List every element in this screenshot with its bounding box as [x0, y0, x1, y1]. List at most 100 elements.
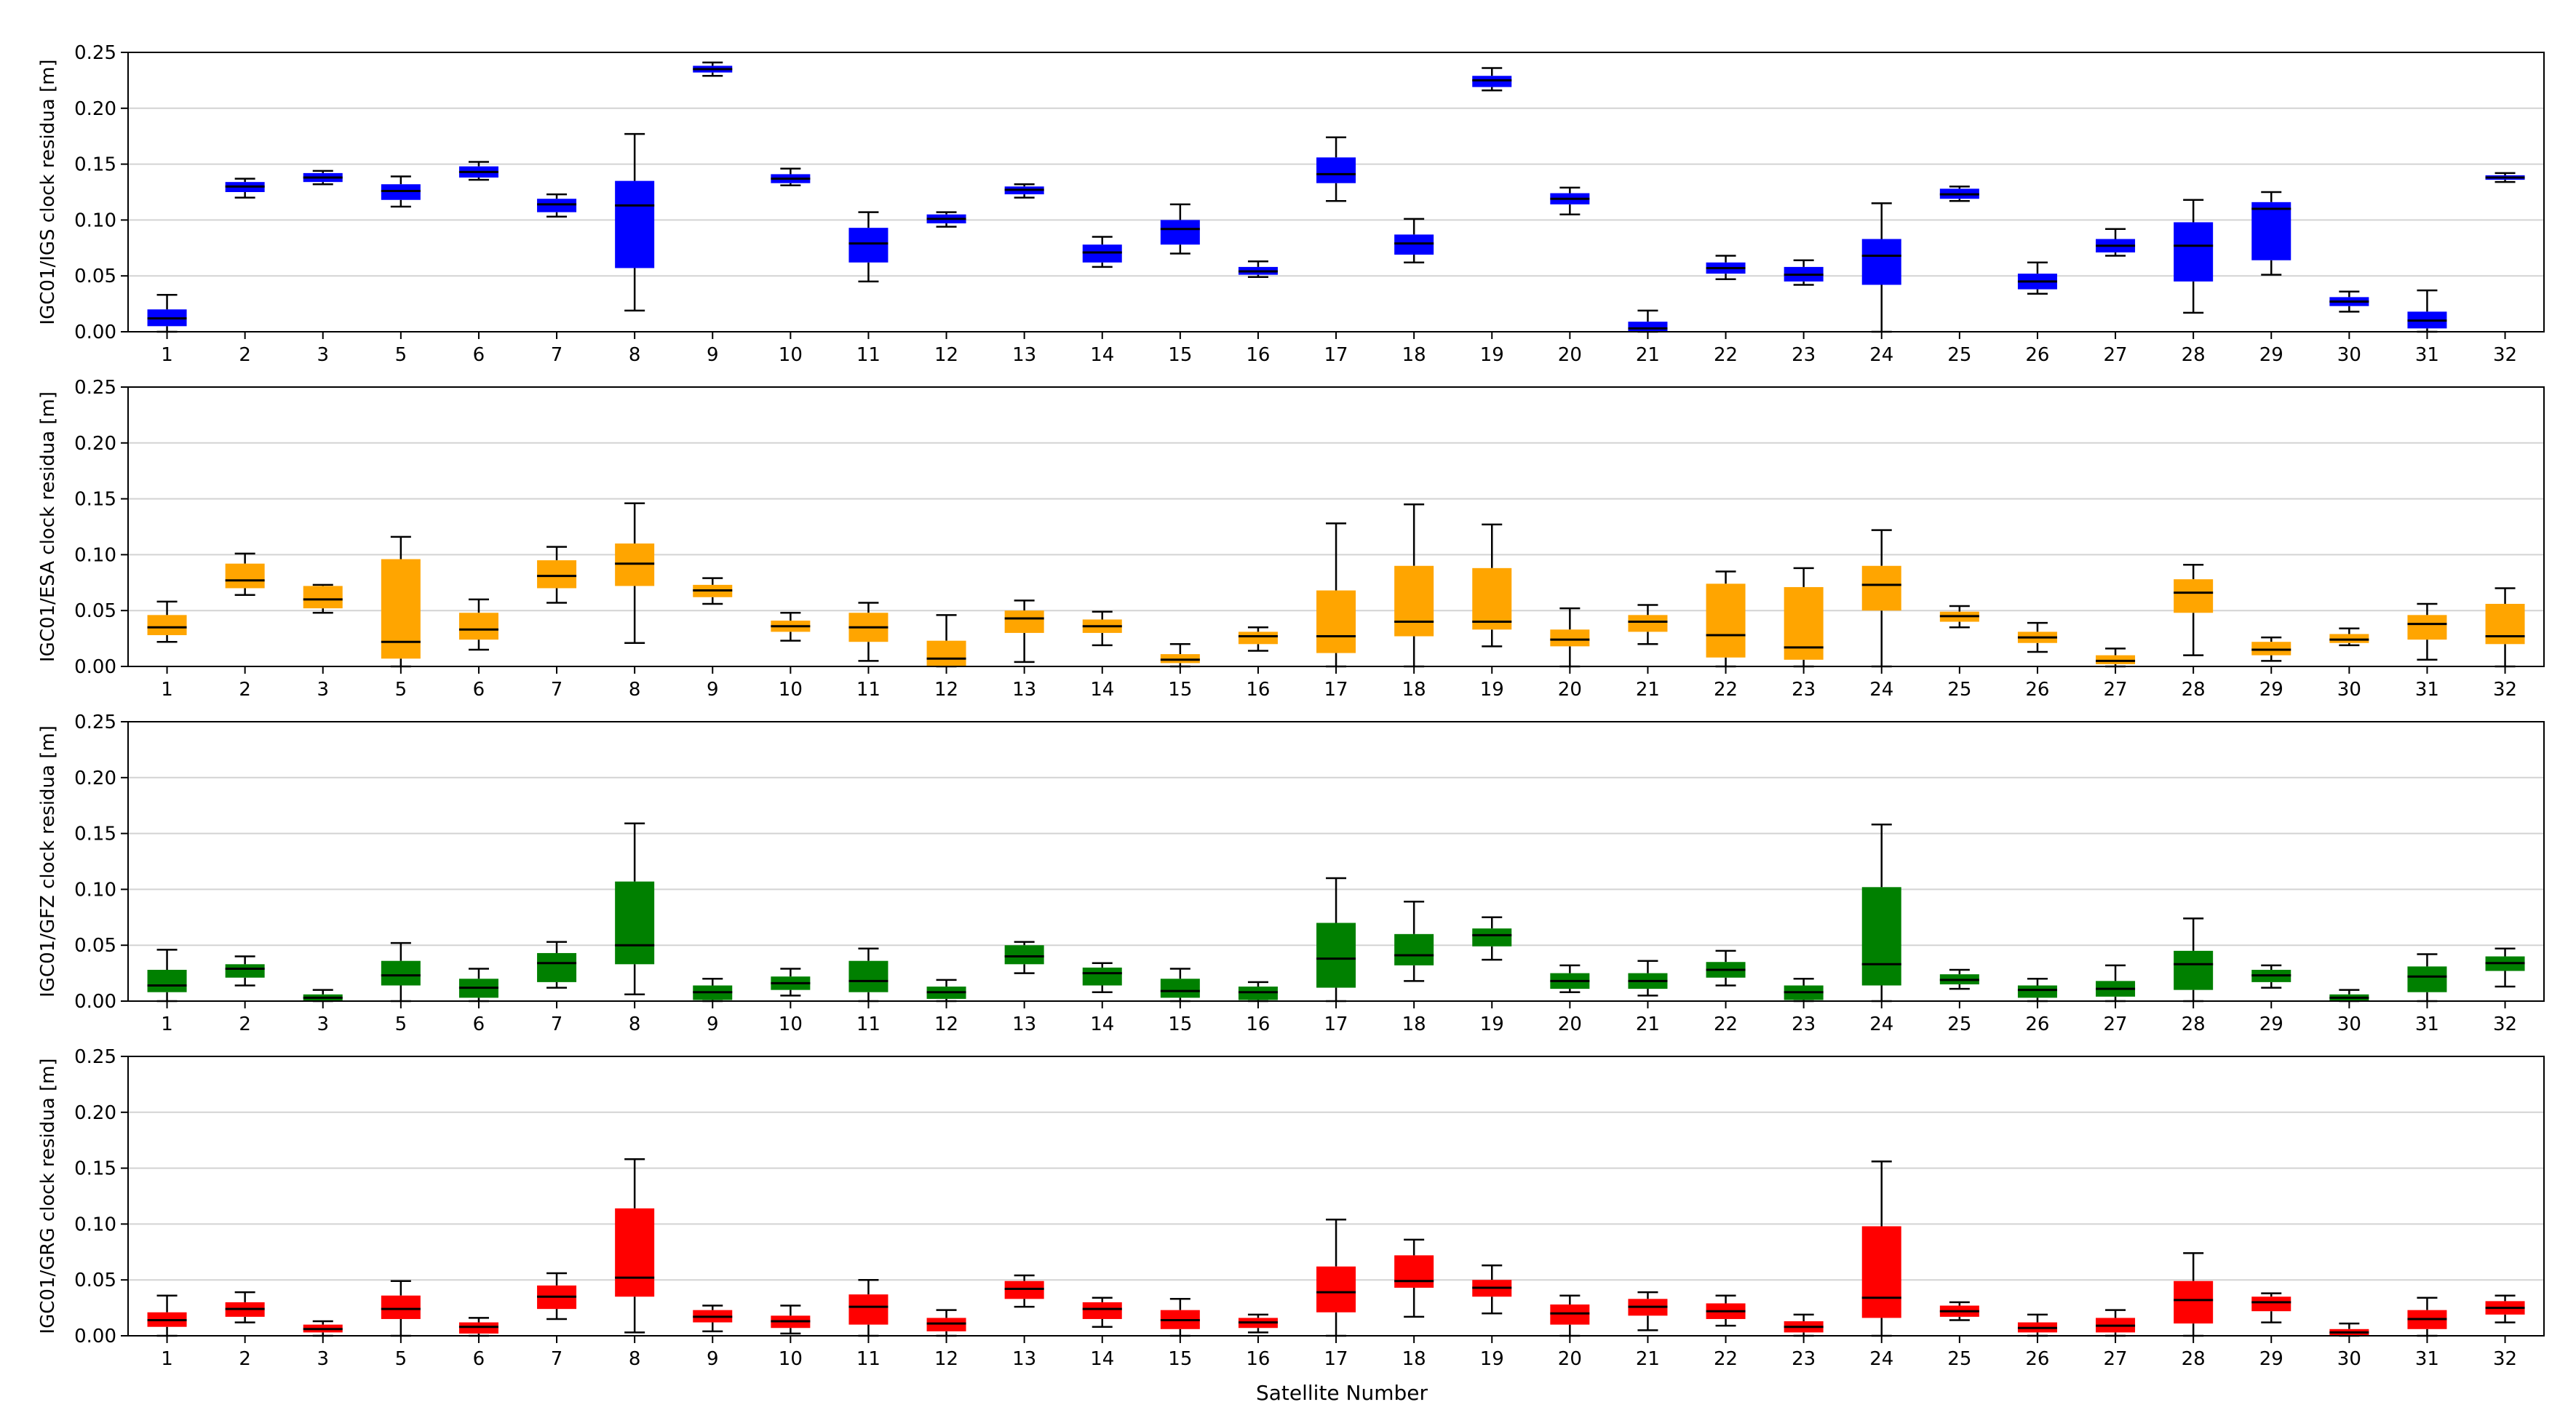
box-sat-11	[848, 602, 889, 662]
box-sat-3	[303, 170, 343, 186]
x-tick-label: 19	[1480, 1013, 1504, 1035]
x-tick-label: 17	[1324, 1348, 1348, 1370]
x-tick-label: 6	[473, 344, 485, 366]
box-iqr	[1861, 1226, 1901, 1318]
box-iqr	[1784, 586, 1824, 660]
x-tick-label: 2	[239, 1348, 251, 1370]
box-sat-22	[1706, 255, 1746, 281]
x-tick-label: 28	[2182, 344, 2206, 366]
y-tick-label: 0.00	[74, 991, 116, 1013]
x-tick-label: 12	[934, 1013, 958, 1035]
box-sat-17	[1316, 877, 1356, 1003]
x-tick-label: 8	[629, 344, 641, 366]
box-iqr	[381, 960, 421, 986]
x-tick-label: 7	[551, 1348, 563, 1370]
box-sat-23	[1784, 1313, 1824, 1337]
box-sat-29	[2251, 1292, 2291, 1323]
box-sat-19	[1472, 1264, 1512, 1315]
x-tick-label: 7	[551, 344, 563, 366]
box-sat-7	[537, 941, 577, 989]
box-sat-12	[926, 979, 966, 1003]
box-iqr	[1160, 979, 1200, 998]
box-iqr	[1472, 567, 1512, 630]
box-iqr	[1004, 610, 1044, 633]
x-tick-label: 7	[551, 679, 563, 701]
box-sat-13	[1004, 941, 1044, 974]
x-tick-label: 30	[2337, 679, 2361, 701]
y-tick-label: 0.00	[74, 322, 116, 343]
x-tick-label: 1	[161, 344, 173, 366]
x-tick-label: 20	[1558, 1013, 1582, 1035]
x-tick-label: 3	[317, 1348, 329, 1370]
box-iqr	[2407, 966, 2447, 992]
box-iqr	[1861, 565, 1901, 611]
x-tick-label: 12	[934, 344, 958, 366]
y-tick-label: 0.15	[74, 824, 116, 845]
box-sat-24	[1861, 202, 1901, 333]
box-sat-19	[1472, 523, 1512, 648]
x-tick-label: 6	[473, 1013, 485, 1035]
box-iqr	[2174, 579, 2214, 613]
x-tick-label: 12	[934, 679, 958, 701]
box-sat-19	[1472, 67, 1512, 92]
box-iqr	[615, 543, 655, 586]
x-tick-label: 16	[1246, 1348, 1270, 1370]
x-tick-label: 20	[1558, 344, 1582, 366]
box-iqr	[147, 969, 187, 992]
box-sat-16	[1238, 1313, 1278, 1334]
box-sat-10	[771, 167, 811, 187]
box-sat-31	[2407, 602, 2447, 661]
box-sat-20	[1550, 607, 1590, 668]
plot-frame	[127, 1056, 2545, 1337]
x-tick-label: 23	[1792, 1348, 1816, 1370]
box-sat-25	[1939, 186, 1979, 202]
y-tick-label: 0.20	[74, 768, 116, 789]
box-sat-14	[1082, 610, 1122, 647]
x-tick-label: 21	[1636, 679, 1660, 701]
box-sat-12	[926, 614, 966, 668]
x-tick-label: 23	[1792, 679, 1816, 701]
box-sat-22	[1706, 1294, 1746, 1327]
box-iqr	[1316, 157, 1356, 183]
box-sat-10	[771, 1304, 811, 1335]
box-sat-1	[147, 294, 187, 333]
x-tick-label: 29	[2259, 344, 2283, 366]
box-iqr	[2251, 1296, 2291, 1312]
box-sat-11	[848, 211, 889, 283]
x-tick-label: 8	[629, 1013, 641, 1035]
x-tick-label: 5	[395, 1013, 408, 1035]
x-tick-label: 29	[2259, 1348, 2283, 1370]
box-sat-14	[1082, 962, 1122, 993]
box-sat-15	[1160, 203, 1200, 255]
box-iqr	[1394, 234, 1434, 255]
x-tick-label: 22	[1714, 1013, 1738, 1035]
box-sat-20	[1550, 964, 1590, 993]
box-iqr	[381, 184, 421, 200]
box-sat-31	[2407, 953, 2447, 1003]
x-tick-label: 24	[1869, 1013, 1893, 1035]
x-tick-label: 19	[1480, 679, 1504, 701]
y-tick-label: 0.25	[74, 712, 116, 733]
box-sat-2	[225, 552, 265, 596]
x-tick-label: 31	[2415, 679, 2439, 701]
box-iqr	[1706, 583, 1746, 658]
x-tick-label: 18	[1402, 1013, 1426, 1035]
x-tick-label: 19	[1480, 1348, 1504, 1370]
box-sat-31	[2407, 1296, 2447, 1337]
box-sat-5	[381, 175, 421, 208]
box-sat-11	[848, 1278, 889, 1337]
x-tick-label: 6	[473, 1348, 485, 1370]
box-sat-9	[693, 1304, 733, 1333]
x-tick-label: 26	[2025, 344, 2049, 366]
box-iqr	[1394, 1255, 1434, 1288]
box-iqr	[458, 1322, 498, 1334]
x-tick-label: 20	[1558, 1348, 1582, 1370]
box-sat-30	[2329, 290, 2369, 313]
y-tick-label: 0.10	[74, 1214, 116, 1235]
box-sat-12	[926, 1309, 966, 1337]
y-tick-label: 0.20	[74, 433, 116, 455]
box-sat-2	[225, 1291, 265, 1323]
box-sat-17	[1316, 1219, 1356, 1337]
box-iqr	[615, 1208, 655, 1297]
